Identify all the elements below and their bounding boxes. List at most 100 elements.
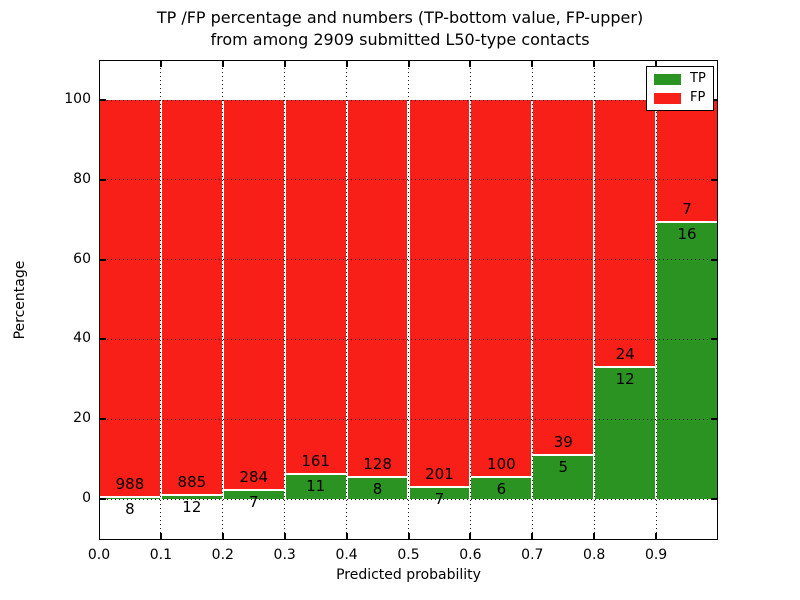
y-tick-label: 0 bbox=[82, 490, 91, 506]
tp-count-label: 16 bbox=[677, 225, 697, 244]
legend: TP FP bbox=[646, 66, 714, 111]
y-tick-mark-right bbox=[711, 258, 718, 261]
x-tick-label: 0.6 bbox=[459, 547, 482, 563]
x-tick-mark-top bbox=[283, 60, 286, 67]
bar-fp-segment bbox=[471, 100, 532, 477]
grid-line-horizontal bbox=[99, 498, 718, 500]
fp-count-label: 24 bbox=[615, 345, 635, 363]
fp-count-label: 885 bbox=[177, 472, 207, 491]
grid-line-vertical bbox=[531, 60, 533, 540]
grid-line-vertical bbox=[593, 60, 595, 540]
grid-line-vertical bbox=[284, 60, 286, 540]
bar-fp-segment bbox=[409, 100, 470, 486]
legend-swatch-fp-icon bbox=[654, 92, 681, 104]
bar-fp-segment bbox=[657, 100, 717, 222]
x-tick-label: 0.3 bbox=[273, 547, 296, 563]
x-tick-mark-top bbox=[159, 60, 162, 67]
bar-fp-segment bbox=[100, 100, 160, 496]
x-tick-mark-bottom bbox=[345, 533, 348, 540]
y-axis-label: Percentage bbox=[12, 260, 28, 340]
bar-tp-segment bbox=[471, 478, 532, 499]
y-tick-mark-right bbox=[711, 418, 718, 421]
x-tick-mark-top bbox=[655, 60, 658, 67]
fp-count-label: 988 bbox=[115, 474, 145, 493]
x-tick-mark-top bbox=[345, 60, 348, 67]
x-tick-mark-top bbox=[531, 60, 534, 67]
bar-fp-segment bbox=[595, 100, 656, 366]
fp-count-label: 7 bbox=[682, 200, 692, 219]
x-tick-mark-bottom bbox=[655, 533, 658, 540]
bar-tp-segment bbox=[409, 487, 470, 499]
x-tick-label: 0.1 bbox=[149, 547, 173, 563]
y-tick-mark-left bbox=[99, 418, 106, 421]
y-tick-label: 60 bbox=[73, 250, 91, 267]
bar-tp-segment bbox=[533, 455, 594, 499]
bar-fp-segment bbox=[161, 100, 222, 494]
x-tick-label: 0.4 bbox=[335, 547, 358, 563]
grid-line-horizontal bbox=[99, 259, 718, 261]
grid-line-vertical bbox=[346, 60, 348, 540]
bar-tp-segment bbox=[285, 475, 346, 499]
tp-count-label: 7 bbox=[248, 493, 259, 512]
bar-tp-segment bbox=[100, 497, 160, 499]
bar-fp-segment bbox=[533, 100, 594, 454]
bar-tp-segment bbox=[347, 477, 408, 499]
x-tick-mark-bottom bbox=[469, 533, 472, 540]
chart-title-line-2: from among 2909 submitted L50-type conta… bbox=[210, 30, 590, 49]
y-tick-mark-left bbox=[99, 99, 106, 101]
y-tick-label: 80 bbox=[73, 170, 91, 187]
legend-swatch-tp-icon bbox=[654, 73, 681, 85]
tp-count-label: 6 bbox=[496, 480, 507, 499]
bar-fp-segment bbox=[285, 100, 346, 474]
bar-tp-segment bbox=[223, 491, 284, 499]
x-tick-mark-bottom bbox=[407, 533, 410, 540]
bar-fp-segment bbox=[347, 100, 408, 476]
y-tick-mark-right bbox=[711, 99, 718, 101]
grid-line-horizontal bbox=[99, 99, 718, 101]
y-tick-label: 100 bbox=[64, 91, 91, 107]
grid-line-horizontal bbox=[99, 338, 718, 340]
tp-count-label: 11 bbox=[306, 477, 326, 496]
legend-label-tp: TP bbox=[690, 71, 706, 86]
y-tick-mark-left bbox=[99, 338, 106, 341]
grid-line-vertical bbox=[222, 60, 224, 540]
tp-count-label: 12 bbox=[615, 370, 635, 388]
x-tick-mark-top bbox=[99, 60, 100, 67]
x-tick-mark-top bbox=[469, 60, 472, 67]
x-tick-label: 0.0 bbox=[87, 547, 111, 563]
x-tick-mark-bottom bbox=[221, 533, 224, 540]
legend-item-fp: FP bbox=[654, 91, 706, 105]
y-tick-label: 20 bbox=[73, 410, 91, 427]
fp-count-label: 161 bbox=[301, 452, 330, 471]
plot-area: 988 8 885 12 284 7 161 11 128 8 201 7 100 6 39 5 24 12 7 16 bbox=[99, 60, 718, 540]
tp-count-label: 8 bbox=[125, 499, 135, 518]
x-tick-mark-bottom bbox=[159, 533, 162, 540]
y-tick-mark-left bbox=[99, 178, 106, 181]
grid-line-vertical bbox=[408, 60, 409, 540]
grid-line-horizontal bbox=[99, 179, 718, 181]
fp-count-label: 284 bbox=[239, 468, 269, 487]
x-tick-mark-top bbox=[221, 60, 224, 67]
grid-line-horizontal bbox=[99, 418, 718, 420]
x-tick-mark-bottom bbox=[283, 533, 286, 540]
y-tick-mark-right bbox=[711, 178, 718, 181]
bar-tp-segment bbox=[657, 223, 717, 499]
y-tick-mark-right bbox=[711, 338, 718, 341]
legend-label-fp: FP bbox=[690, 90, 706, 105]
x-tick-label: 0.7 bbox=[521, 547, 544, 563]
tp-count-label: 5 bbox=[558, 457, 569, 476]
chart-title-line-1: TP /FP percentage and numbers (TP-bottom… bbox=[156, 8, 644, 27]
grid-line-vertical bbox=[469, 60, 471, 540]
x-tick-mark-bottom bbox=[593, 533, 596, 540]
x-tick-label: 0.2 bbox=[211, 547, 234, 563]
x-tick-label: 0.8 bbox=[583, 547, 606, 563]
fp-count-label: 100 bbox=[487, 455, 516, 474]
tp-count-label: 8 bbox=[372, 479, 383, 498]
tp-count-label: 12 bbox=[182, 497, 202, 516]
x-axis-label: Predicted probability bbox=[336, 567, 481, 583]
x-tick-mark-top bbox=[593, 60, 596, 67]
x-tick-label: 0.5 bbox=[397, 547, 420, 563]
grid-line-vertical bbox=[160, 60, 162, 540]
tp-count-label: 7 bbox=[434, 489, 445, 508]
